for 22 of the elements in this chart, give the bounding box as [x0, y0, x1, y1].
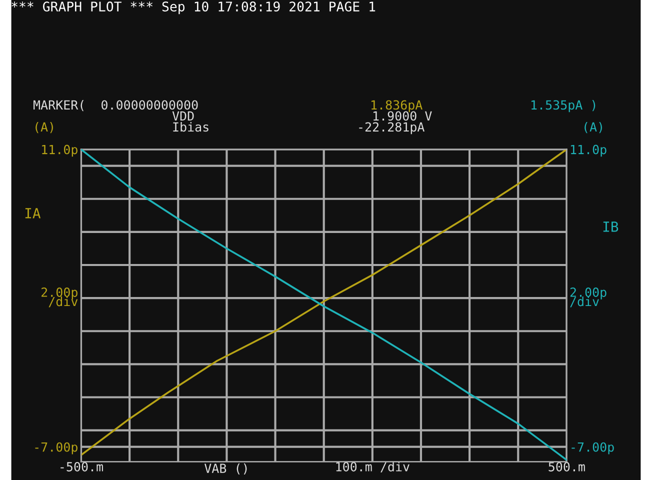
- chart-title: *** GRAPH PLOT *** Sep 10 17:08:19 2021 PAGE 1: [12, 2, 376, 14]
- x-tick-label: -500.m: [60, 462, 103, 472]
- text: 1.836pA: [372, 100, 422, 112]
- x-tick-label: 100.m /div: [336, 462, 410, 472]
- x-tick-label: 500.m: [548, 462, 585, 472]
- y2-tick-label: 11.0p: [570, 144, 606, 157]
- y-axis-title: IA: [25, 208, 41, 218]
- text: (A): [584, 122, 602, 134]
- text: Ibias: [173, 122, 208, 132]
- y-tick-label: 11.0p: [42, 144, 78, 157]
- text: 1.535pA ): [532, 100, 596, 112]
- text: VDD: [172, 111, 194, 120]
- text: -22.281pA: [359, 122, 425, 134]
- y-tick-label: -7.00p: [35, 442, 78, 454]
- y2-tick-label: -7.00p: [572, 442, 614, 454]
- y2-tick-label: 2.00p /div: [570, 287, 606, 308]
- text: (A): [36, 122, 53, 134]
- text: 1.9000 V: [374, 111, 432, 121]
- x-axis-title: VAB (): [204, 463, 247, 474]
- y2-axis-title: IB: [603, 222, 618, 232]
- y-tick-label: 2.00p /div: [42, 287, 78, 308]
- text: MARKER( 0.00000000000: [34, 100, 198, 112]
